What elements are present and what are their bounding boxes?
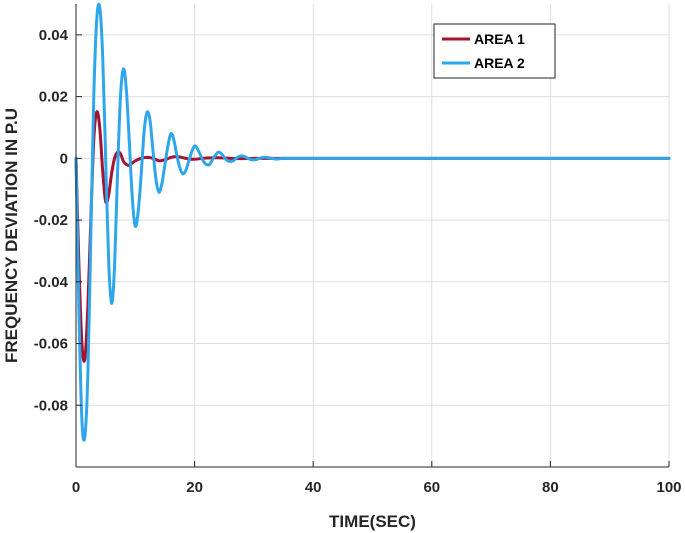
legend-box — [433, 23, 556, 79]
y-tick-label: -0.08 — [34, 397, 68, 414]
x-tick-label: 0 — [72, 479, 80, 496]
y-tick-label: 0.02 — [39, 89, 68, 106]
legend: AREA 1 AREA 2 — [433, 23, 556, 79]
x-tick-label: 100 — [656, 479, 681, 496]
tick-labels: 0 20 40 60 80 100 0.04 0.02 0 -0.02 -0.04 -0.06 -0.0… — [34, 27, 682, 496]
x-tick-label: 60 — [423, 479, 440, 496]
axes — [75, 4, 670, 468]
x-tick-label: 40 — [305, 479, 322, 496]
y-tick-label: -0.04 — [34, 274, 69, 291]
legend-label-2: AREA 2 — [474, 55, 525, 71]
y-tick-label: 0 — [60, 150, 68, 167]
x-tick-label: 80 — [542, 479, 559, 496]
y-tick-label: -0.02 — [34, 212, 68, 229]
grid-lines — [75, 4, 670, 467]
series-line-2 — [74, 2, 671, 442]
y-tick-label: 0.04 — [39, 27, 69, 44]
x-tick-label: 20 — [186, 479, 203, 496]
y-axis-title: FREQUENCY DEVIATION IN P.U — [2, 108, 21, 363]
series-lines — [74, 2, 671, 442]
y-tick-label: -0.06 — [34, 336, 68, 353]
legend-label-1: AREA 1 — [474, 31, 525, 47]
x-axis-title: TIME(SEC) — [329, 512, 416, 531]
